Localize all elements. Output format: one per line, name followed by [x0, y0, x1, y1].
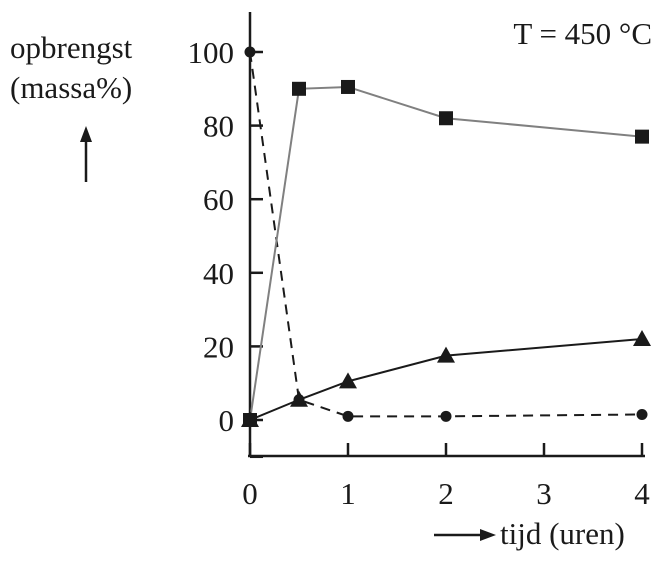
x-tick-label: 4: [634, 476, 650, 511]
series-circle: [244, 46, 648, 422]
x-tick-label: 2: [438, 476, 454, 511]
series-triangle: [241, 330, 651, 427]
data-point-square: [292, 81, 306, 96]
y-tick-label: 100: [188, 35, 235, 70]
y-tick-label: 60: [203, 182, 234, 217]
x-tick-label: 3: [536, 476, 552, 511]
data-point-circle: [636, 408, 648, 420]
data-point-square: [635, 129, 649, 144]
data-point-circle: [440, 410, 452, 422]
data-point-circle: [244, 46, 256, 58]
y-axis-label-line1: opbrengst: [10, 30, 133, 65]
data-point-square: [439, 111, 453, 126]
temperature-annotation: T = 450 °C: [513, 16, 652, 51]
x-tick-label: 1: [340, 476, 356, 511]
data-point-triangle: [241, 411, 259, 427]
series-square: [243, 79, 649, 427]
data-point-circle: [342, 410, 354, 422]
y-axis-label-line2: (massa%): [10, 70, 132, 105]
y-tick-label: 20: [203, 329, 234, 364]
data-point-square: [341, 79, 355, 94]
x-tick-label: 0: [242, 476, 258, 511]
data-point-triangle: [339, 372, 357, 389]
y-tick-label: 80: [203, 109, 234, 144]
y-ticks: 0 20 40 60 80 100: [188, 35, 263, 459]
data-point-triangle: [437, 346, 455, 363]
series-line-circle: [249, 51, 643, 418]
x-axis-label: tijd (uren): [500, 516, 625, 551]
y-tick-label: 40: [203, 256, 234, 291]
right-arrow-icon: [434, 529, 496, 541]
data-point-triangle: [633, 330, 651, 347]
series-line-square: [249, 85, 643, 421]
up-arrow-icon: [80, 126, 92, 182]
data-point-triangle: [290, 390, 308, 407]
series-layer: [241, 46, 651, 427]
x-ticks: 0 1 2 3 4: [242, 443, 650, 511]
y-tick-label: 0: [219, 403, 235, 438]
